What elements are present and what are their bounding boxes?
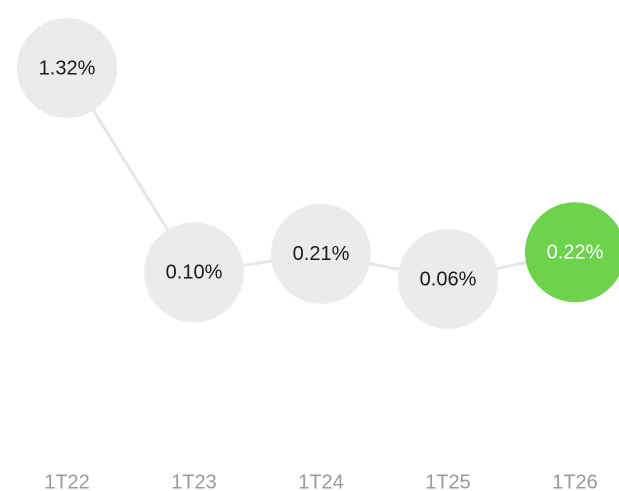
x-tick-label: 1T25 xyxy=(425,471,471,491)
x-tick-label: 1T26 xyxy=(552,471,598,491)
bubble xyxy=(144,222,244,323)
x-tick-label: 1T22 xyxy=(44,471,90,491)
x-tick-label: 1T23 xyxy=(171,471,217,491)
bubble xyxy=(17,18,117,118)
x-tick-label: 1T24 xyxy=(298,471,344,491)
bubble xyxy=(271,203,371,304)
value-label: 0.06% xyxy=(420,268,477,290)
value-label: 0.10% xyxy=(166,262,223,284)
bubble xyxy=(525,202,619,303)
value-label: 0.21% xyxy=(293,243,350,265)
value-label: 1.32% xyxy=(39,57,96,79)
value-label: 0.22% xyxy=(547,241,604,263)
bubble xyxy=(398,229,498,329)
